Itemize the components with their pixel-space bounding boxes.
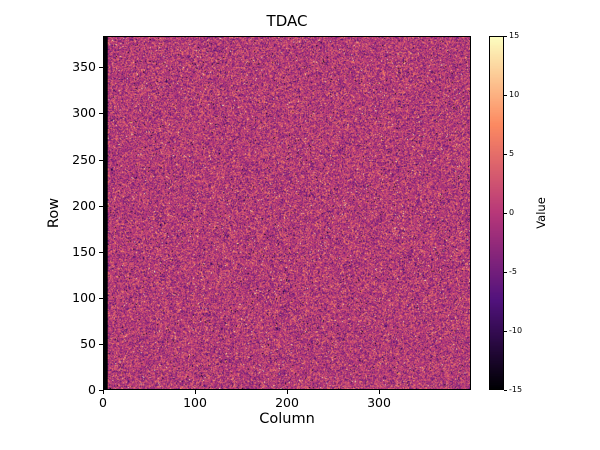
colorbar-tick-label: 10 (509, 90, 520, 99)
y-tick-label: 300 (72, 105, 96, 121)
y-tick-label: 50 (80, 335, 96, 351)
y-tick-label: 250 (72, 151, 96, 167)
colorbar-tick-mark (504, 213, 507, 214)
chart-title: TDAC (266, 12, 308, 30)
colorbar-tick-mark (504, 331, 507, 332)
x-tick-mark (103, 390, 104, 394)
y-tick-label: 0 (88, 382, 96, 397)
colorbar-label: Value (534, 197, 548, 229)
colorbar-tick-label: -15 (509, 385, 523, 394)
colorbar-tick-mark (504, 36, 507, 37)
x-tick-label: 200 (275, 395, 299, 410)
x-axis-label: Column (259, 411, 315, 427)
y-tick-label: 200 (72, 197, 96, 213)
colorbar-canvas (490, 37, 503, 389)
y-tick-mark (99, 67, 103, 69)
y-tick-label: 350 (72, 59, 96, 75)
x-tick-mark (287, 390, 288, 394)
x-tick-mark (195, 390, 196, 394)
y-tick-label: 150 (72, 243, 96, 259)
colorbar-tick-label: -10 (509, 326, 523, 335)
y-tick-label: 100 (72, 289, 96, 305)
heatmap-plot (103, 36, 471, 390)
y-tick-mark (99, 251, 103, 253)
y-tick-mark (99, 390, 103, 391)
y-tick-mark (99, 113, 103, 115)
colorbar-tick-mark (504, 390, 507, 391)
colorbar-tick-mark (504, 272, 507, 273)
colorbar-tick-mark (504, 95, 507, 96)
y-tick-mark (99, 205, 103, 207)
colorbar-tick-mark (504, 154, 507, 155)
heatmap-canvas (104, 37, 470, 389)
colorbar-tick-label: 15 (509, 31, 520, 40)
y-tick-mark (99, 343, 103, 345)
x-tick-label: 100 (183, 395, 207, 410)
colorbar (489, 36, 504, 390)
colorbar-tick-label: 5 (509, 149, 515, 158)
y-tick-mark (99, 297, 103, 299)
x-tick-mark (379, 390, 380, 394)
y-tick-mark (99, 159, 103, 161)
colorbar-tick-label: -5 (509, 267, 517, 276)
colorbar-tick-label: 0 (509, 208, 515, 217)
x-tick-label: 0 (99, 395, 107, 410)
x-tick-label: 300 (367, 395, 391, 410)
